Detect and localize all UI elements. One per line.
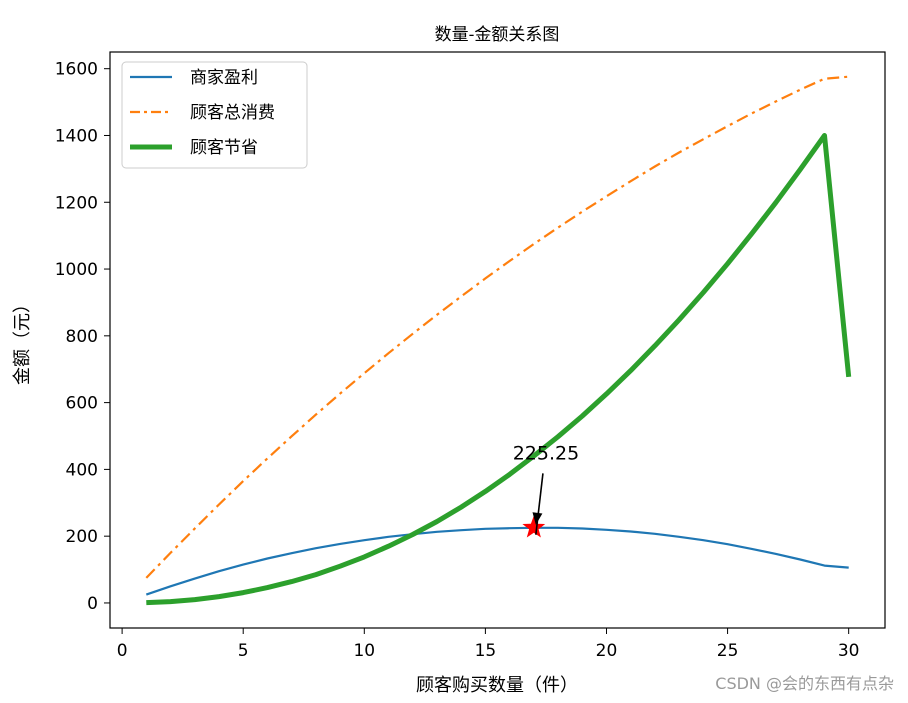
y-tick-label: 1200 <box>55 193 98 213</box>
x-tick-label: 30 <box>838 641 860 661</box>
annotation: 225.25 <box>513 442 579 538</box>
watermark: CSDN @会的东西有点杂 <box>715 674 894 693</box>
x-tick-label: 25 <box>717 641 739 661</box>
y-tick-label: 1600 <box>55 60 98 80</box>
y-tick-label: 600 <box>66 394 98 414</box>
x-axis-label: 顾客购买数量（件） <box>416 675 578 696</box>
annotation-star-marker <box>522 515 546 538</box>
legend-label-1: 顾客总消费 <box>190 103 275 123</box>
x-tick-label: 5 <box>238 641 249 661</box>
legend-label-0: 商家盈利 <box>190 68 258 88</box>
legend-box <box>121 61 308 169</box>
y-tick-label: 800 <box>66 327 98 347</box>
legend-label-2: 顾客节省 <box>190 138 258 158</box>
y-tick-label: 1400 <box>55 126 98 146</box>
x-axis: 0 5 10 15 20 25 30 <box>117 628 860 661</box>
x-tick-label: 15 <box>475 641 497 661</box>
y-tick-label: 1000 <box>55 260 98 280</box>
chart-title: 数量-金额关系图 <box>435 25 560 45</box>
x-tick-label: 20 <box>596 641 618 661</box>
series-line-1 <box>145 75 849 579</box>
y-tick-label: 0 <box>87 594 98 614</box>
annotation-label: 225.25 <box>513 442 579 464</box>
series-line-0 <box>145 526 849 596</box>
y-axis-label: 金额（元） <box>12 295 33 385</box>
x-tick-label: 0 <box>117 641 128 661</box>
series-layer <box>145 75 852 606</box>
y-axis: 0 200 400 600 800 1000 1200 1400 1600 <box>55 60 110 614</box>
annotation-arrowhead <box>532 512 543 525</box>
y-tick-label: 400 <box>66 460 98 480</box>
annotation-arrow <box>535 473 544 535</box>
y-tick-label: 200 <box>66 527 98 547</box>
series-line-2 <box>146 133 852 606</box>
x-tick-label: 10 <box>353 641 375 661</box>
